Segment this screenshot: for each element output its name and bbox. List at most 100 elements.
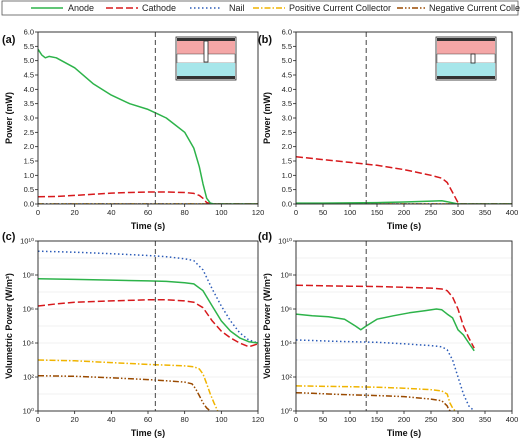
x-tick-label: 100 (215, 208, 228, 217)
x-tick-label: 50 (319, 415, 327, 424)
x-tick-label: 200 (398, 208, 411, 217)
y-tick-label: 0.0 (282, 200, 292, 209)
x-tick-label: 100 (344, 208, 357, 217)
plot-frame (295, 31, 513, 205)
series-line-cathode (38, 299, 258, 348)
x-tick-label: 40 (107, 208, 115, 217)
x-tick-label: 400 (506, 415, 519, 424)
series-line-cathode (38, 191, 258, 204)
legend-entry-positive-cc: Positive Current Collector (253, 3, 391, 13)
x-tick-label: 20 (70, 208, 78, 217)
x-tick-label: 60 (144, 208, 152, 217)
chart-panel-d: 0 50 100 150 200 250 300 350 400 10⁰ 10² 10⁴ 10⁶ 10⁸ 1… (262, 237, 518, 439)
legend-label-nail: Nail (229, 3, 245, 13)
panel-label-c: (c) (2, 231, 16, 243)
legend-entry-anode: Anode (31, 3, 94, 13)
y-axis-label: Volumetric Power (W/m³) (262, 273, 272, 379)
series-line-anode (296, 200, 512, 204)
y-tick-label: 0.0 (24, 200, 34, 209)
series-line-cathode (296, 155, 512, 204)
legend-label-cathode: Cathode (142, 3, 176, 13)
x-tick-label: 50 (319, 208, 327, 217)
series-line-anode (38, 48, 258, 204)
x-tick-label: 0 (294, 208, 298, 217)
x-tick-label: 80 (180, 208, 188, 217)
series-line-negative-current-collector (296, 391, 451, 411)
x-axis-label: Time (s) (131, 221, 165, 231)
y-tick-label: 3.0 (24, 114, 34, 123)
legend-entry-negative-cc: Negative Current Collector (397, 3, 520, 13)
legend-entry-cathode: Cathode (106, 3, 176, 13)
x-tick-label: 250 (425, 415, 438, 424)
y-tick-label: 5.5 (24, 42, 34, 51)
y-tick-label: 0.5 (282, 185, 292, 194)
y-tick-label: 4.5 (282, 71, 292, 80)
y-axis-label: Volumetric Power (W/m³) (4, 273, 14, 379)
series-line-nail (296, 339, 475, 411)
x-tick-label: 0 (36, 415, 40, 424)
y-tick-label: 10¹⁰ (278, 237, 292, 246)
y-tick-label: 3.5 (24, 99, 34, 108)
plot-frame (37, 31, 259, 205)
legend-entry-nail: Nail (190, 3, 245, 13)
y-tick-label: 6.0 (24, 28, 34, 37)
x-axis-label: Time (s) (131, 428, 165, 438)
y-tick-label: 4.5 (24, 71, 34, 80)
y-axis-label: Power (mW) (262, 92, 272, 144)
y-tick-label: 6.0 (282, 28, 292, 37)
y-tick-label: 10⁶ (23, 305, 34, 314)
y-tick-label: 4.0 (282, 85, 292, 94)
chart-panel-b: 0 50 100 150 200 250 300 350 400 0.0 0.5 1.0 1.5 2.0 2… (262, 28, 518, 232)
series-line-negative-current-collector (38, 374, 211, 411)
y-tick-label: 10⁸ (280, 271, 292, 280)
series-line-anode (296, 308, 475, 352)
y-tick-label: 10⁶ (281, 305, 292, 314)
legend-label-negative-cc: Negative Current Collector (429, 3, 520, 13)
series-line-positive-current-collector (38, 359, 219, 411)
panel-label-b: (b) (258, 34, 272, 46)
x-axis-label: Time (s) (387, 221, 421, 231)
y-tick-label: 10⁰ (281, 407, 292, 416)
y-tick-label: 10⁴ (280, 339, 292, 348)
x-tick-label: 200 (398, 415, 411, 424)
plot-frame (295, 240, 513, 412)
y-tick-label: 1.0 (24, 171, 34, 180)
x-tick-label: 0 (294, 415, 298, 424)
y-tick-label: 3.0 (282, 114, 292, 123)
x-tick-label: 300 (452, 415, 465, 424)
panel-label-d: (d) (258, 231, 272, 243)
chart-panel-c: 0 20 40 60 80 100 120 10⁰ 10² 10⁴ 10⁶ 10⁸ 10¹⁰ Time (… (4, 237, 264, 439)
y-tick-label: 3.5 (282, 99, 292, 108)
series-line-nail (38, 250, 258, 344)
x-tick-label: 40 (107, 415, 115, 424)
plot-frame (37, 240, 259, 412)
y-tick-label: 1.5 (282, 157, 292, 166)
y-tick-label: 10⁸ (22, 271, 34, 280)
x-tick-label: 20 (70, 415, 78, 424)
y-tick-label: 2.0 (24, 142, 34, 151)
y-tick-label: 0.5 (24, 185, 34, 194)
y-tick-label: 10⁰ (23, 407, 34, 416)
y-tick-label: 2.5 (24, 128, 34, 137)
x-tick-label: 300 (452, 208, 465, 217)
x-tick-label: 400 (506, 208, 519, 217)
y-tick-label: 5.0 (282, 56, 292, 65)
x-tick-label: 350 (479, 208, 492, 217)
legend-label-positive-cc: Positive Current Collector (289, 3, 391, 13)
series-line-anode (38, 278, 258, 344)
y-tick-label: 10⁴ (22, 339, 34, 348)
y-tick-label: 5.5 (282, 42, 292, 51)
legend: Anode Cathode Nail Positive Current Coll… (1, 0, 520, 16)
x-tick-label: 250 (425, 208, 438, 217)
x-tick-label: 0 (36, 208, 40, 217)
y-axis-label: Power (mW) (4, 92, 14, 144)
x-tick-label: 120 (252, 415, 265, 424)
y-tick-label: 10² (281, 373, 292, 382)
x-tick-label: 350 (479, 415, 492, 424)
y-tick-label: 10² (23, 373, 34, 382)
y-tick-label: 4.0 (24, 85, 34, 94)
y-tick-label: 10¹⁰ (20, 237, 34, 246)
x-tick-label: 60 (144, 415, 152, 424)
y-tick-label: 1.0 (282, 171, 292, 180)
